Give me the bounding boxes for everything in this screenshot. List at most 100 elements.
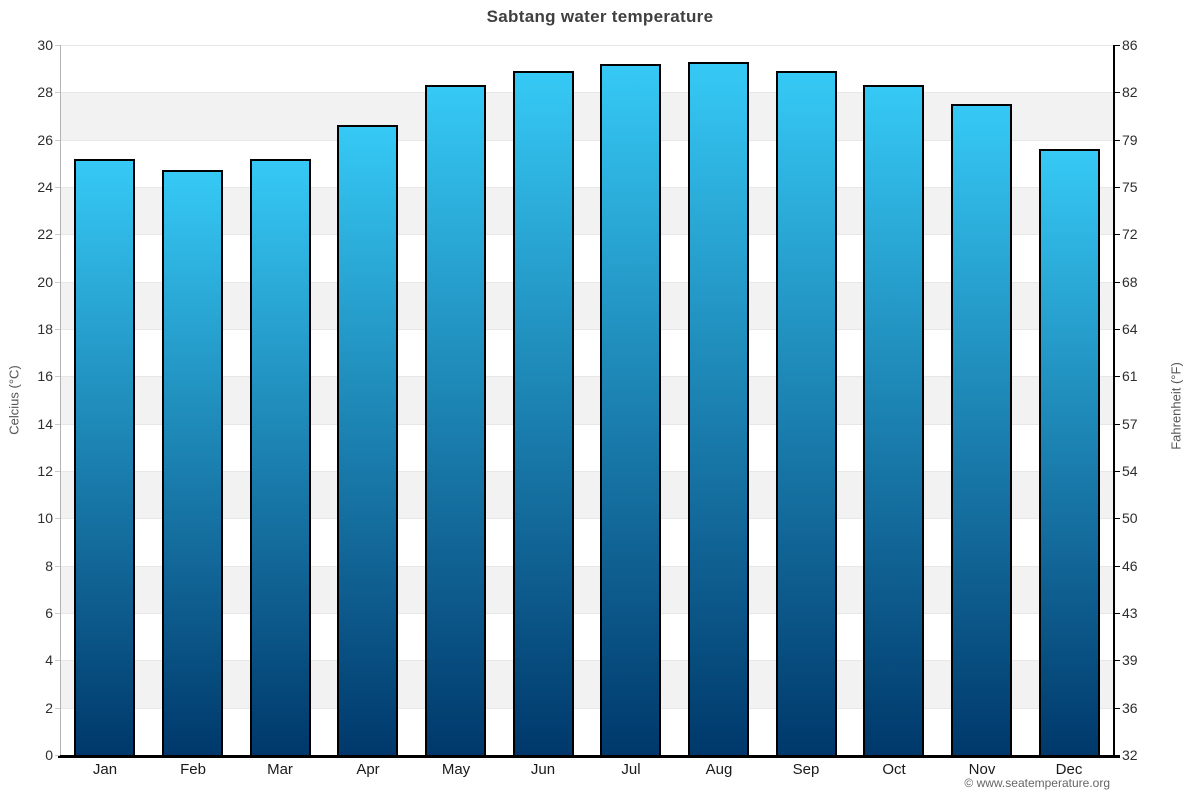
bar-jul (600, 64, 661, 755)
grid-band (61, 423, 1113, 471)
left-tick-mark (55, 660, 60, 661)
left-tick-mark (55, 755, 60, 756)
bar-may (425, 85, 486, 755)
grid-band (61, 660, 1113, 708)
grid-band (61, 471, 1113, 519)
right-tick-mark (1115, 282, 1120, 283)
left-tick-mark (55, 187, 60, 188)
x-tick-mar: Mar (267, 761, 293, 778)
bar-apr (337, 125, 398, 755)
bar-sep (776, 71, 837, 755)
ytick-celsius-18: 18 (37, 321, 53, 337)
grid-band (61, 187, 1113, 235)
ytick-fahrenheit-39: 39 (1122, 652, 1138, 668)
ytick-fahrenheit-61: 61 (1122, 368, 1138, 384)
ytick-fahrenheit-57: 57 (1122, 416, 1138, 432)
y-axis-right-line (1113, 45, 1115, 757)
right-tick-mark (1115, 660, 1120, 661)
ytick-fahrenheit-72: 72 (1122, 226, 1138, 242)
right-tick-mark (1115, 140, 1120, 141)
ytick-celsius-14: 14 (37, 416, 53, 432)
left-tick-mark (55, 234, 60, 235)
left-tick-mark (55, 424, 60, 425)
x-tick-dec: Dec (1055, 761, 1083, 778)
left-tick-mark (55, 471, 60, 472)
x-tick-jan: Jan (92, 761, 118, 778)
left-tick-mark (55, 708, 60, 709)
ytick-fahrenheit-46: 46 (1122, 558, 1138, 574)
grid-band (61, 139, 1113, 187)
grid-band (61, 613, 1113, 661)
grid-band (61, 376, 1113, 424)
ytick-fahrenheit-50: 50 (1122, 510, 1138, 526)
right-tick-mark (1115, 708, 1120, 709)
ytick-celsius-22: 22 (37, 226, 53, 242)
ytick-celsius-26: 26 (37, 132, 53, 148)
left-tick-mark (55, 282, 60, 283)
x-tick-feb: Feb (180, 761, 206, 778)
ytick-fahrenheit-36: 36 (1122, 700, 1138, 716)
ytick-fahrenheit-82: 82 (1122, 84, 1138, 100)
ytick-celsius-20: 20 (37, 274, 53, 290)
left-tick-mark (55, 140, 60, 141)
bar-jan (74, 159, 135, 755)
ytick-celsius-2: 2 (45, 700, 53, 716)
chart-title: Sabtang water temperature (486, 7, 714, 26)
right-tick-mark (1115, 92, 1120, 93)
bar-aug (688, 62, 749, 755)
ytick-fahrenheit-68: 68 (1122, 274, 1138, 290)
x-tick-oct: Oct (882, 761, 906, 778)
bar-nov (951, 104, 1012, 755)
left-tick-mark (55, 613, 60, 614)
ytick-celsius-8: 8 (45, 558, 53, 574)
ytick-celsius-30: 30 (37, 37, 53, 53)
grid-band (61, 707, 1113, 755)
left-tick-mark (55, 92, 60, 93)
x-axis-line (58, 755, 1120, 758)
bar-oct (863, 85, 924, 755)
grid-band (61, 518, 1113, 566)
right-tick-mark (1115, 518, 1120, 519)
grid-band (61, 92, 1113, 140)
left-tick-mark (55, 45, 60, 46)
ytick-celsius-0: 0 (45, 747, 53, 763)
left-tick-mark (55, 518, 60, 519)
ytick-fahrenheit-54: 54 (1122, 463, 1138, 479)
ytick-celsius-10: 10 (37, 510, 53, 526)
right-tick-mark (1115, 376, 1120, 377)
bar-dec (1039, 149, 1100, 755)
x-tick-apr: Apr (356, 761, 380, 778)
ytick-fahrenheit-64: 64 (1122, 321, 1138, 337)
right-tick-mark (1115, 329, 1120, 330)
left-tick-mark (55, 329, 60, 330)
right-tick-mark (1115, 471, 1120, 472)
y-axis-label-fahrenheit: Fahrenheit (°F) (1168, 362, 1184, 450)
bar-feb (162, 170, 223, 755)
y-axis-left-line (60, 45, 61, 755)
ytick-fahrenheit-32: 32 (1122, 747, 1138, 763)
ytick-celsius-16: 16 (37, 368, 53, 384)
bar-jun (513, 71, 574, 755)
bar-mar (250, 159, 311, 755)
x-tick-sep: Sep (792, 761, 820, 778)
right-tick-mark (1115, 45, 1120, 46)
grid-band (61, 234, 1113, 282)
grid-band (61, 565, 1113, 613)
left-tick-mark (55, 376, 60, 377)
x-tick-aug: Aug (705, 761, 733, 778)
right-tick-mark (1115, 613, 1120, 614)
right-tick-mark (1115, 187, 1120, 188)
grid-band (61, 281, 1113, 329)
right-tick-mark (1115, 234, 1120, 235)
ytick-celsius-24: 24 (37, 179, 53, 195)
left-tick-mark (55, 566, 60, 567)
right-tick-mark (1115, 566, 1120, 567)
right-tick-mark (1115, 755, 1120, 756)
grid-band (61, 45, 1113, 93)
ytick-celsius-12: 12 (37, 463, 53, 479)
x-tick-jul: Jul (621, 761, 641, 778)
ytick-fahrenheit-86: 86 (1122, 37, 1138, 53)
ytick-celsius-4: 4 (45, 652, 53, 668)
ytick-fahrenheit-75: 75 (1122, 179, 1138, 195)
